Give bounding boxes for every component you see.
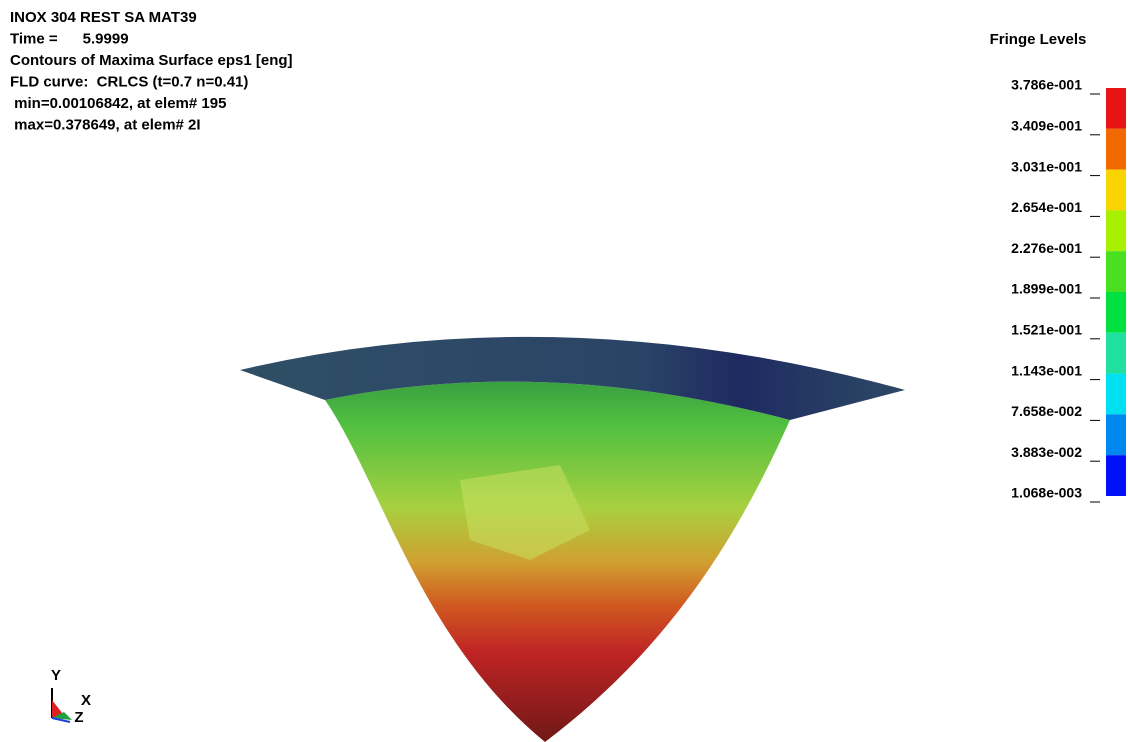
triad-z-label: Z (74, 709, 83, 726)
legend-swatch (1106, 455, 1126, 496)
legend-swatch (1106, 210, 1126, 251)
triad-y-label: Y (51, 667, 61, 684)
legend-level: 2.654e-001 (1011, 199, 1082, 215)
legend-level: 1.899e-001 (1011, 281, 1082, 297)
legend-swatch (1106, 292, 1126, 333)
legend-level: 1.521e-001 (1011, 322, 1082, 338)
legend-swatch (1106, 374, 1126, 415)
legend-level: 3.786e-001 (1011, 77, 1082, 93)
header-line: INOX 304 REST SA MAT39 (10, 9, 197, 26)
legend-swatch (1106, 251, 1126, 292)
triad-x-label: X (81, 692, 91, 709)
header-line: Contours of Maxima Surface eps1 [eng] (10, 52, 293, 69)
part-bowl (325, 382, 790, 742)
legend-level: 7.658e-002 (1011, 403, 1082, 419)
header-line: max=0.378649, at elem# 2I (10, 116, 201, 133)
legend-level: 3.409e-001 (1011, 118, 1082, 134)
legend-level: 3.031e-001 (1011, 158, 1082, 174)
legend-swatch (1106, 129, 1126, 170)
header-line: FLD curve: CRLCS (t=0.7 n=0.41) (10, 73, 248, 90)
legend-level: 1.068e-003 (1011, 485, 1082, 501)
header-line: Time = 5.9999 (10, 30, 129, 47)
legend-swatch (1106, 414, 1126, 455)
header: INOX 304 REST SA MAT39 Time = 5.9999 Conto… (10, 9, 293, 134)
viewport: INOX 304 REST SA MAT39 Time = 5.9999 Conto… (0, 0, 1128, 742)
header-line: min=0.00106842, at elem# 195 (10, 95, 226, 112)
legend-swatch (1106, 333, 1126, 374)
legend-swatch (1106, 170, 1126, 211)
page: INOX 304 REST SA MAT39 Time = 5.9999 Conto… (0, 0, 1128, 742)
legend-level: 3.883e-002 (1011, 444, 1082, 460)
legend-level: 2.276e-001 (1011, 240, 1082, 256)
legend: 3.786e-001 3.409e-001 3.031e-001 2.654e-001… (1011, 77, 1126, 502)
legend-swatch (1106, 88, 1126, 129)
legend-title: Fringe Levels (990, 31, 1087, 48)
axis-triad: Y X Z (51, 667, 91, 726)
legend-level: 1.143e-001 (1011, 362, 1082, 378)
